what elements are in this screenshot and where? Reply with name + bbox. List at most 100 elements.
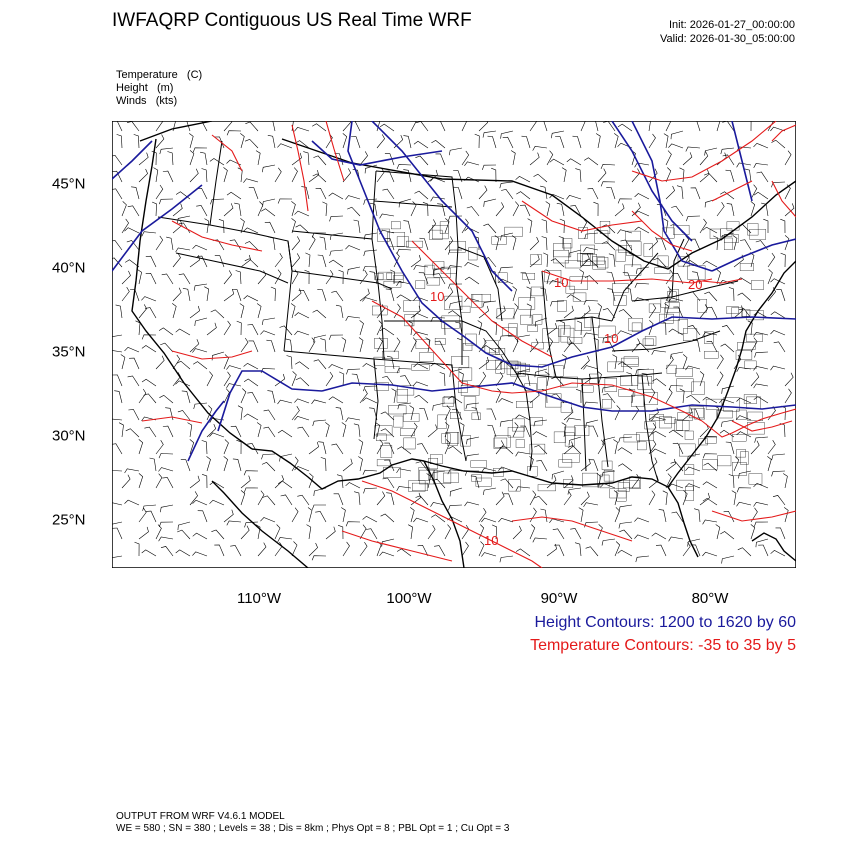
wind-barb: [145, 510, 157, 523]
wind-barb: [477, 320, 483, 336]
wind-barb: [481, 467, 497, 473]
wind-barb: [520, 425, 531, 438]
county-cell: [648, 303, 661, 313]
wind-barb: [767, 456, 772, 472]
wind-barb: [248, 340, 259, 353]
county-cell: [659, 313, 674, 324]
wind-barb: [204, 286, 210, 302]
wind-barb: [240, 475, 251, 489]
wind-barb: [597, 168, 607, 183]
wind-barb: [206, 405, 213, 421]
wind-barb: [116, 121, 123, 132]
wind-barb: [631, 168, 641, 183]
county-cell: [493, 437, 508, 449]
wind-barb: [427, 424, 438, 438]
wind-barb: [554, 544, 565, 557]
wind-barb: [376, 491, 386, 506]
wind-barb: [447, 469, 463, 475]
wind-barb: [413, 363, 429, 370]
wind-barb: [658, 509, 667, 523]
wind-barb: [142, 504, 157, 511]
county-cell: [644, 421, 656, 430]
wind-barb: [206, 423, 217, 438]
county-cell: [460, 435, 471, 447]
wind-barb: [341, 337, 347, 353]
wind-barb: [512, 422, 519, 438]
wind-barb: [189, 255, 201, 268]
wind-barb: [763, 218, 769, 233]
county-cell: [442, 397, 454, 407]
wind-barb: [682, 235, 690, 251]
wind-barb: [155, 235, 164, 251]
wind-barb: [464, 501, 480, 507]
wind-barb: [753, 191, 769, 200]
wind-barb: [464, 161, 480, 166]
wind-barb: [770, 330, 786, 336]
county-cell: [516, 401, 533, 408]
wind-barb: [604, 341, 616, 353]
wind-barb: [515, 414, 531, 421]
wind-barb: [559, 218, 565, 234]
wind-barb: [325, 526, 336, 540]
wind-barb: [703, 172, 718, 183]
county-cell: [664, 417, 676, 424]
county-cell: [527, 325, 538, 332]
wind-barb: [317, 254, 327, 268]
county-cell: [537, 484, 556, 492]
wind-barb: [301, 186, 310, 200]
wind-barb: [753, 521, 769, 527]
wind-barb: [201, 474, 208, 489]
wind-barb: [447, 265, 463, 271]
field-winds: Winds (kts): [116, 95, 178, 107]
wind-barb: [159, 521, 174, 528]
state-boundaries: [157, 140, 739, 482]
wind-barb: [546, 543, 557, 557]
wind-barb: [261, 317, 276, 325]
wind-barb: [444, 422, 450, 438]
wind-barb: [668, 429, 684, 438]
wind-barb: [529, 121, 538, 132]
wind-barb: [784, 150, 792, 166]
wind-barb: [291, 218, 296, 234]
county-cell: [666, 364, 677, 374]
wind-barb: [210, 309, 225, 319]
wind-barb: [699, 304, 708, 319]
county-cell: [443, 396, 455, 404]
wind-barb: [549, 280, 565, 285]
wind-barb: [297, 494, 310, 506]
wind-barb: [501, 188, 514, 200]
wind-barb: [618, 521, 633, 529]
wind-barb: [753, 142, 769, 149]
wind-barb: [499, 419, 514, 427]
wind-barb: [279, 325, 293, 336]
county-cell: [637, 369, 654, 384]
wind-barb: [732, 235, 738, 251]
county-cell: [463, 396, 477, 411]
wind-barb: [733, 305, 744, 319]
county-cell: [574, 425, 590, 436]
wind-barb: [413, 140, 429, 149]
wind-barb: [274, 167, 282, 183]
wind-barb: [162, 477, 174, 489]
wind-barb: [313, 334, 327, 343]
wind-barb: [770, 311, 786, 319]
wind-barb: [294, 210, 310, 217]
wind-barb: [417, 443, 429, 455]
wind-barb: [634, 193, 650, 200]
wind-barb: [291, 371, 297, 387]
wind-barb: [155, 184, 164, 200]
wind-barb: [277, 399, 293, 405]
wind-barb: [295, 224, 310, 234]
wind-barb: [618, 504, 633, 512]
wind-barb: [784, 507, 789, 523]
county-cell: [731, 434, 747, 442]
wind-barb: [291, 269, 299, 285]
wind-barb: [737, 547, 752, 557]
contour-label: 10: [604, 331, 618, 346]
wind-barb: [529, 490, 537, 506]
wind-barb: [568, 249, 582, 258]
wind-barb: [694, 508, 701, 523]
county-cell: [515, 364, 530, 372]
county-cell: [437, 414, 447, 429]
wind-barb: [193, 283, 208, 291]
